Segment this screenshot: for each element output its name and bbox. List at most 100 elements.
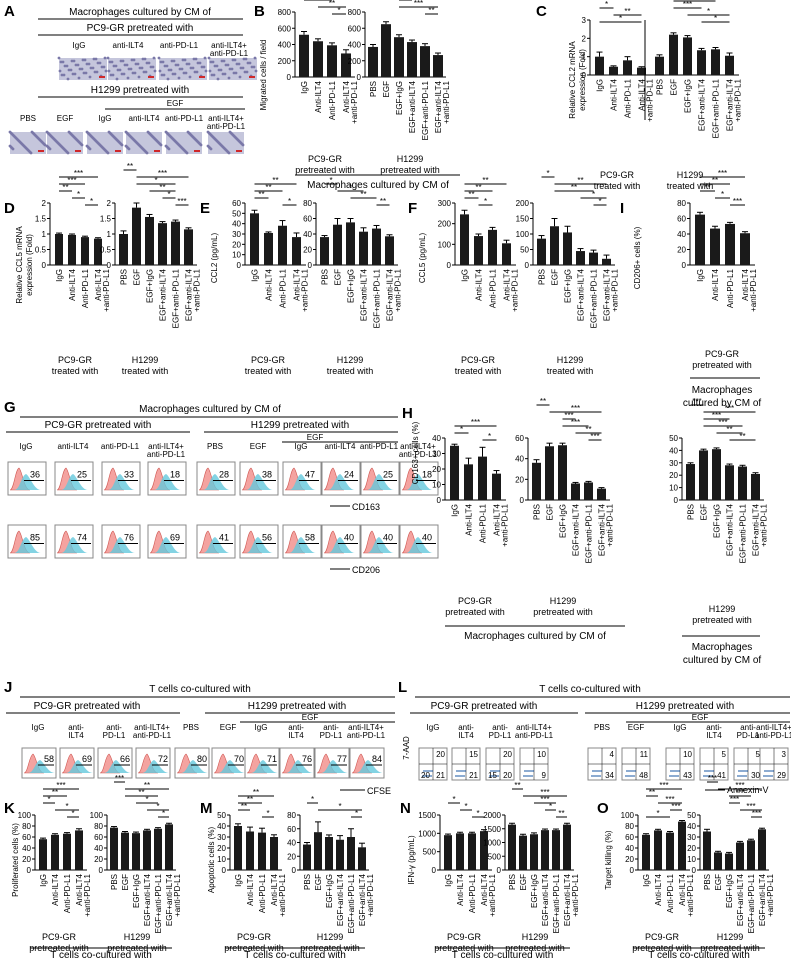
- panel-g-label: anti-PD-L1: [101, 442, 140, 451]
- bar: [478, 456, 487, 500]
- cell-dot: [111, 73, 115, 77]
- cell-dot: [82, 71, 86, 75]
- blue-peak: [246, 537, 273, 553]
- group-title: PC9-GR treated with: [594, 170, 641, 191]
- bar: [589, 252, 598, 265]
- event-dot: [526, 770, 528, 772]
- micrograph: [57, 56, 108, 81]
- cell-dot: [77, 76, 81, 80]
- cell-dot: [237, 62, 241, 66]
- label-line: anti-: [323, 723, 339, 732]
- category-label: PBS: [538, 269, 547, 285]
- label-line: PC9-GR: [447, 932, 482, 942]
- flow-histogram: 24: [321, 461, 361, 496]
- sig-marker: ***: [564, 411, 573, 420]
- category-label: Anti-PD-L1: [279, 268, 288, 308]
- cell-dot: [204, 69, 208, 73]
- label-line: anti-: [740, 723, 756, 732]
- label-line: +anti-PD-L1: [734, 78, 743, 121]
- sig-marker: ***: [746, 802, 755, 811]
- event-dot: [742, 770, 744, 772]
- panel-a-label: IgG: [73, 41, 86, 50]
- cell-dot: [189, 66, 193, 70]
- event-dot: [671, 775, 673, 777]
- label-line: treated with: [455, 366, 502, 376]
- cell-dot: [67, 68, 71, 72]
- micrograph: [85, 130, 124, 155]
- cell-dot: [108, 60, 112, 64]
- cell-dot: [160, 73, 164, 77]
- event-dot: [529, 775, 531, 777]
- panel-j-label: anti-ILT4: [288, 723, 304, 740]
- micrograph: [45, 130, 84, 155]
- percent-value: 47: [305, 470, 315, 480]
- event-dot: [743, 775, 745, 777]
- blue-peak: [61, 537, 88, 553]
- y-tick-label: 150: [516, 215, 530, 224]
- event-dot: [597, 775, 599, 777]
- cell-dot: [141, 57, 145, 61]
- y-axis-label: Relative CCL5 mRNAexpression (Fold): [15, 226, 34, 304]
- event-dot: [709, 775, 711, 777]
- cell-dot: [241, 66, 245, 70]
- cell-dot: [208, 69, 212, 73]
- event-dot: [764, 770, 766, 772]
- y-tick-label: 400: [348, 41, 362, 50]
- sig-marker: ***: [708, 774, 717, 783]
- bar: [711, 49, 720, 75]
- event-dot: [703, 775, 705, 777]
- flow-histogram: 18: [147, 461, 187, 496]
- label-line: H1299: [717, 932, 744, 942]
- cell-dot: [212, 73, 216, 77]
- event-dot: [531, 775, 533, 777]
- bar: [165, 824, 173, 870]
- sig-marker: ***: [733, 197, 742, 206]
- bar: [537, 238, 546, 265]
- cell-dot: [74, 63, 78, 67]
- group-title: PC9-GR pretreated with: [445, 596, 505, 617]
- y-tick-label: 20: [625, 855, 634, 864]
- event-dot: [771, 775, 773, 777]
- percent-value: 85: [30, 533, 40, 543]
- sig-marker: ***: [665, 795, 674, 804]
- sig-marker: ***: [683, 0, 692, 9]
- y-tick-label: 80: [22, 822, 31, 831]
- bar: [68, 234, 76, 265]
- bar: [725, 223, 735, 265]
- event-dot: [705, 775, 707, 777]
- category-label: PBS: [656, 79, 665, 95]
- quadrant-value: 21: [436, 771, 445, 780]
- y-tick-label: 10: [232, 251, 241, 260]
- bar: [258, 832, 266, 870]
- cell-dot: [153, 69, 157, 73]
- bar: [278, 225, 287, 265]
- sig-marker: *: [355, 809, 358, 818]
- cell-dot: [112, 64, 116, 68]
- event-dot: [591, 775, 593, 777]
- percent-value: 70: [234, 754, 244, 764]
- event-dot: [708, 770, 710, 772]
- cell-dot: [59, 60, 63, 64]
- flow-histogram: 84: [349, 747, 385, 779]
- bar: [669, 34, 678, 75]
- bar: [468, 833, 476, 870]
- blue-peak: [328, 537, 355, 553]
- sig-marker: **: [360, 190, 366, 199]
- cell-dot: [239, 66, 243, 70]
- category-label: EGF: [714, 874, 723, 891]
- y-tick-label: 0.5: [35, 246, 47, 255]
- label-line: +anti-PD-L1: [606, 503, 615, 546]
- cell-dot: [215, 64, 219, 68]
- flow-histogram: 25: [360, 461, 400, 496]
- blue-peak: [61, 474, 88, 490]
- category-label: Anti-PD-L1: [468, 873, 477, 913]
- y-tick-label: 600: [348, 24, 362, 33]
- blue-peak: [154, 474, 181, 490]
- category-label: IgG: [451, 504, 460, 517]
- cell-dot: [130, 58, 134, 62]
